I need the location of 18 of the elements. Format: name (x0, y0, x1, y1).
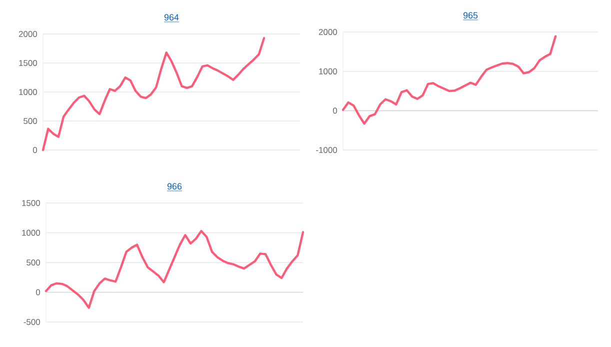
line-series (42, 36, 266, 152)
chart-title: 965 (463, 12, 478, 19)
y-tick-label: 2000 (318, 29, 338, 35)
y-tick-label: 0 (36, 289, 40, 296)
y-tick-label: 1000 (19, 89, 38, 95)
y-tick-label: 0 (332, 108, 338, 114)
chart-title: 964 (164, 14, 179, 21)
y-tick-label: 2000 (18, 31, 38, 37)
y-tick-label: 500 (24, 118, 38, 124)
y-tick-label: -1000 (316, 147, 338, 153)
y-tick-label: 1500 (19, 60, 38, 66)
y-tick-label: 0 (32, 147, 38, 153)
y-tick-label: 1500 (22, 200, 40, 206)
y-tick-label: 1000 (319, 68, 338, 74)
y-tick-label: 1000 (22, 230, 40, 236)
y-tick-label: 500 (26, 260, 40, 266)
y-tick-label: -500 (24, 319, 40, 325)
chart-title: 966 (167, 183, 182, 190)
